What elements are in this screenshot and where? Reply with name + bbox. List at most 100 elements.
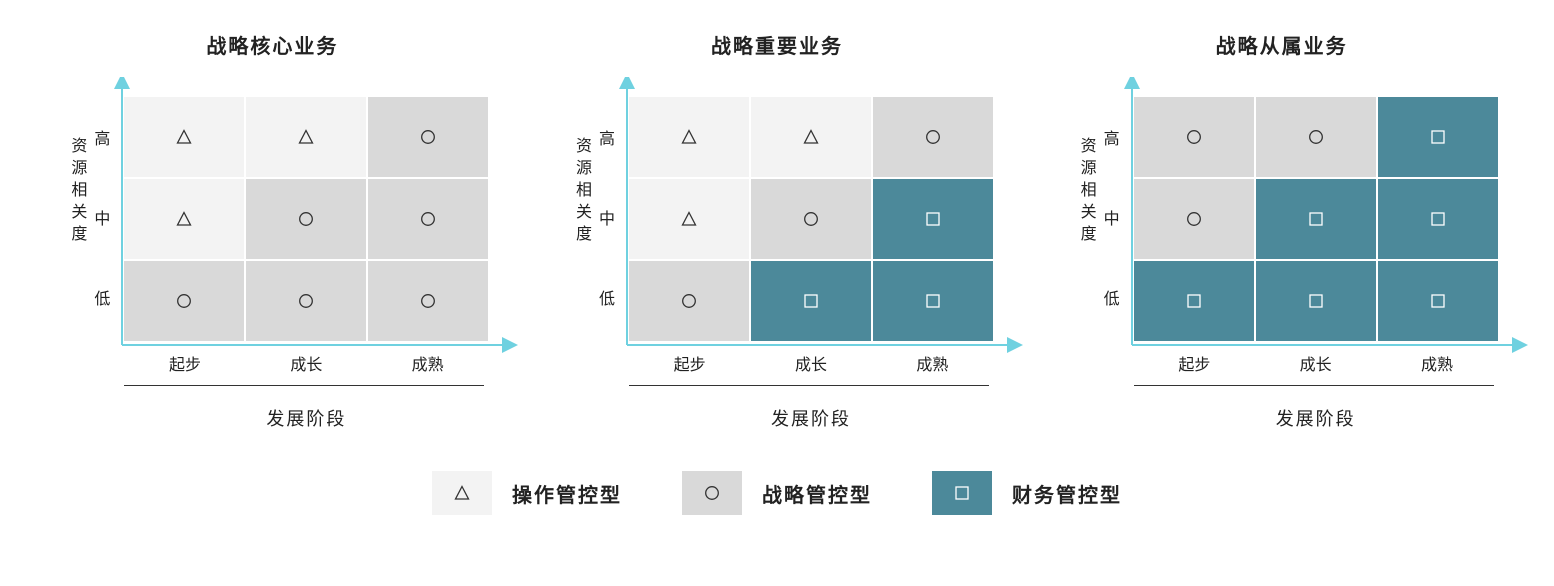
- square-icon: [1186, 293, 1202, 309]
- matrix-cell: [246, 261, 366, 341]
- legend-swatch: [932, 471, 992, 515]
- legend-label: 战略管控型: [762, 479, 872, 508]
- matrix-grid: [1134, 97, 1488, 341]
- panels-row: 战略核心业务资源相关度高中低 起步成长成熟发展阶段战略重要业务资源相关度高中低 …: [40, 30, 1514, 431]
- x-underline: [124, 385, 484, 386]
- triangle-icon: [803, 129, 819, 145]
- x-tick: 起步: [629, 351, 750, 375]
- square-icon: [803, 293, 819, 309]
- x-tick: 起步: [1134, 351, 1255, 375]
- matrix-panel: 战略重要业务资源相关度高中低 起步成长成熟发展阶段: [545, 30, 1010, 431]
- matrix-cell: [873, 97, 993, 177]
- square-icon: [925, 211, 941, 227]
- matrix-grid: [629, 97, 983, 341]
- x-tick: 成熟: [367, 351, 488, 375]
- matrix-cell: [246, 179, 366, 259]
- legend-swatch: [682, 471, 742, 515]
- y-tick: 低: [1104, 257, 1120, 337]
- matrix-cell: [629, 97, 749, 177]
- grid-holder: 起步成长成熟发展阶段: [118, 77, 478, 431]
- panel-title: 战略核心业务: [206, 30, 338, 59]
- matrix-cell: [629, 261, 749, 341]
- matrix-cell: [124, 97, 244, 177]
- circle-icon: [420, 211, 436, 227]
- circle-icon: [704, 485, 720, 501]
- chart-area: 资源相关度高中低 起步成长成熟发展阶段: [66, 77, 478, 431]
- triangle-icon: [681, 129, 697, 145]
- matrix-cell: [873, 179, 993, 259]
- panel-title: 战略从属业务: [1216, 30, 1348, 59]
- legend-label: 财务管控型: [1012, 479, 1122, 508]
- chart-area: 资源相关度高中低 起步成长成熟发展阶段: [571, 77, 983, 431]
- circle-icon: [681, 293, 697, 309]
- y-axis-label: 资源相关度: [1076, 137, 1098, 247]
- square-icon: [1430, 211, 1446, 227]
- y-tick: 中: [599, 177, 615, 257]
- grid-holder: 起步成长成熟发展阶段: [1128, 77, 1488, 431]
- legend: 操作管控型 战略管控型 财务管控型: [40, 471, 1514, 515]
- x-underline: [1134, 385, 1494, 386]
- matrix-cell: [1134, 179, 1254, 259]
- x-tick: 成长: [1255, 351, 1376, 375]
- circle-icon: [298, 293, 314, 309]
- matrix-cell: [873, 261, 993, 341]
- x-ticks: 起步成长成熟: [629, 351, 993, 375]
- y-tick: 中: [94, 177, 110, 257]
- circle-icon: [298, 211, 314, 227]
- circle-icon: [803, 211, 819, 227]
- square-icon: [925, 293, 941, 309]
- matrix-panel: 战略核心业务资源相关度高中低 起步成长成熟发展阶段: [40, 30, 505, 431]
- x-ticks: 起步成长成熟: [124, 351, 488, 375]
- matrix-cell: [368, 261, 488, 341]
- legend-item: 财务管控型: [932, 471, 1122, 515]
- matrix-cell: [124, 179, 244, 259]
- y-tick: 低: [599, 257, 615, 337]
- x-axis-label: 发展阶段: [124, 400, 488, 431]
- x-underline: [629, 385, 989, 386]
- x-axis-label: 发展阶段: [629, 400, 993, 431]
- x-tick: 成熟: [872, 351, 993, 375]
- matrix-cell: [751, 97, 871, 177]
- y-ticks: 高中低: [94, 97, 110, 337]
- triangle-icon: [176, 211, 192, 227]
- matrix-cell: [1134, 261, 1254, 341]
- square-icon: [1308, 211, 1324, 227]
- y-ticks: 高中低: [599, 97, 615, 337]
- circle-icon: [176, 293, 192, 309]
- circle-icon: [925, 129, 941, 145]
- matrix-cell: [246, 97, 366, 177]
- matrix-panel: 战略从属业务资源相关度高中低 起步成长成熟发展阶段: [1049, 30, 1514, 431]
- x-tick: 成熟: [1376, 351, 1497, 375]
- x-axis-label: 发展阶段: [1134, 400, 1498, 431]
- x-ticks: 起步成长成熟: [1134, 351, 1498, 375]
- square-icon: [1430, 293, 1446, 309]
- matrix-cell: [368, 97, 488, 177]
- matrix-cell: [1378, 97, 1498, 177]
- triangle-icon: [454, 485, 470, 501]
- matrix-cell: [1256, 97, 1376, 177]
- y-tick: 高: [94, 97, 110, 177]
- legend-swatch: [432, 471, 492, 515]
- legend-item: 操作管控型: [432, 471, 622, 515]
- matrix-cell: [1256, 179, 1376, 259]
- matrix-cell: [629, 179, 749, 259]
- circle-icon: [1186, 129, 1202, 145]
- y-tick: 高: [599, 97, 615, 177]
- y-tick: 低: [94, 257, 110, 337]
- matrix-cell: [751, 261, 871, 341]
- y-axis-label: 资源相关度: [571, 137, 593, 247]
- x-tick: 起步: [124, 351, 245, 375]
- y-tick: 中: [1104, 177, 1120, 257]
- y-ticks: 高中低: [1104, 97, 1120, 337]
- matrix-cell: [124, 261, 244, 341]
- matrix-cell: [368, 179, 488, 259]
- matrix-grid: [124, 97, 478, 341]
- matrix-cell: [751, 179, 871, 259]
- chart-area: 资源相关度高中低 起步成长成熟发展阶段: [1076, 77, 1488, 431]
- square-icon: [954, 485, 970, 501]
- panel-title: 战略重要业务: [711, 30, 843, 59]
- y-tick: 高: [1104, 97, 1120, 177]
- circle-icon: [420, 129, 436, 145]
- matrix-cell: [1134, 97, 1254, 177]
- figure-root: 战略核心业务资源相关度高中低 起步成长成熟发展阶段战略重要业务资源相关度高中低 …: [40, 30, 1514, 515]
